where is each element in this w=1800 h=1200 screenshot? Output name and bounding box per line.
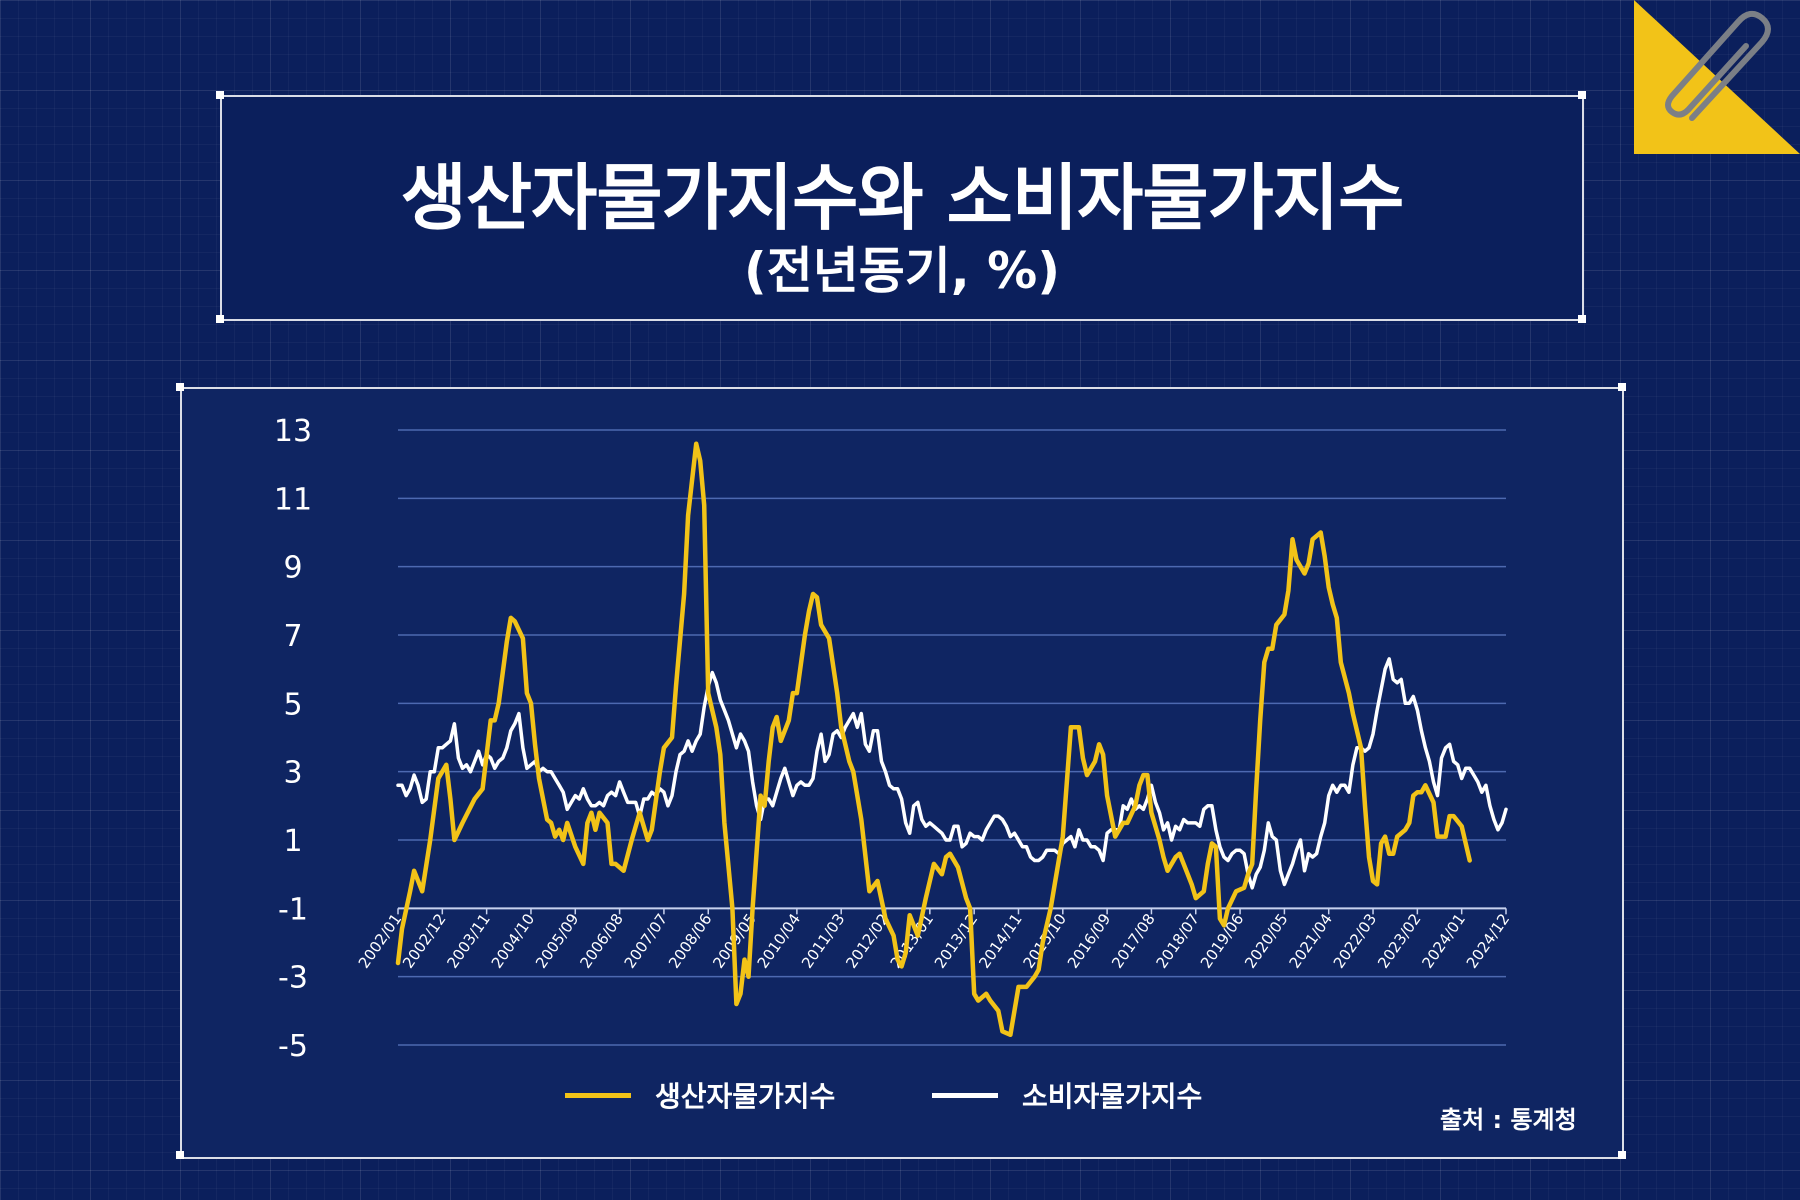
x-tick-label: 2008/06	[665, 910, 715, 971]
frame-corner-dot	[176, 1151, 184, 1159]
x-axis: 2002/012002/122003/112004/102005/092006/…	[355, 907, 1513, 972]
y-tick-label: 5	[283, 687, 302, 722]
frame-corner-dot	[216, 315, 224, 323]
x-tick-label: 2007/07	[621, 910, 671, 971]
x-tick-label: 2014/11	[975, 910, 1025, 971]
x-tick-label: 2011/03	[798, 910, 848, 971]
x-tick-label: 2024/01	[1418, 910, 1468, 971]
grid	[398, 429, 1506, 1046]
x-tick-label: 2004/10	[488, 910, 538, 971]
legend-item-cpi: 소비자물가지수	[932, 1080, 1202, 1113]
frame-corner-dot	[1618, 383, 1626, 391]
series-line-ppi	[395, 441, 1472, 1038]
legend-item-ppi: 생산자물가지수	[565, 1080, 835, 1113]
y-tick-label: -5	[278, 1029, 308, 1064]
frame-corner-dot	[1618, 1151, 1626, 1159]
legend-swatch-cpi	[932, 1092, 998, 1098]
source-note: 출처 : 통계청	[1440, 1106, 1577, 1134]
x-tick-label: 2022/03	[1330, 910, 1380, 971]
y-tick-label: 13	[274, 414, 312, 449]
page-title: 생산자물가지수와 소비자물가지수	[400, 156, 1405, 240]
frame-corner-dot	[176, 383, 184, 391]
y-tick-label: 9	[283, 551, 302, 586]
title-box: 생산자물가지수와 소비자물가지수 (전년동기, %)	[220, 95, 1584, 321]
x-tick-label: 2023/02	[1374, 910, 1424, 971]
x-tick-label: 2018/07	[1153, 910, 1203, 971]
y-tick-label: 3	[283, 756, 302, 791]
paperclip-icon	[1634, 0, 1800, 154]
legend-label-ppi: 생산자물가지수	[655, 1080, 836, 1113]
chart-box	[180, 387, 1624, 1159]
x-tick-label: 2005/09	[532, 910, 582, 971]
x-tick-label: 2020/05	[1241, 910, 1291, 971]
x-tick-label: 2021/04	[1286, 910, 1336, 971]
frame-corner-dot	[1578, 91, 1586, 99]
x-tick-label: 2024/12	[1463, 910, 1513, 971]
y-tick-label: 7	[283, 619, 302, 654]
legend-label-cpi: 소비자물가지수	[1022, 1080, 1203, 1113]
x-tick-label: 2003/11	[443, 910, 493, 971]
legend-swatch-ppi	[565, 1092, 631, 1098]
y-tick-label: 11	[274, 482, 312, 517]
y-tick-label: 1	[283, 824, 302, 859]
y-tick-label: -3	[278, 961, 308, 996]
x-tick-label: 2017/08	[1108, 910, 1158, 971]
y-tick-label: -1	[278, 892, 308, 927]
x-tick-label: 2002/12	[399, 910, 449, 971]
y-axis: 13 11 9 7 5 3 1 -1 -3 -5	[274, 414, 312, 1064]
x-tick-label: 2006/08	[576, 910, 626, 971]
page-subtitle: (전년동기, %)	[743, 242, 1061, 300]
frame-corner-dot	[216, 91, 224, 99]
frame-corner-dot	[1578, 315, 1586, 323]
x-tick-label: 2016/09	[1064, 910, 1114, 971]
series-line-cpi	[396, 657, 1508, 890]
x-tick-label: 2010/04	[754, 910, 804, 971]
series-lines	[395, 441, 1508, 1038]
paperclip-corner	[1634, 0, 1800, 154]
